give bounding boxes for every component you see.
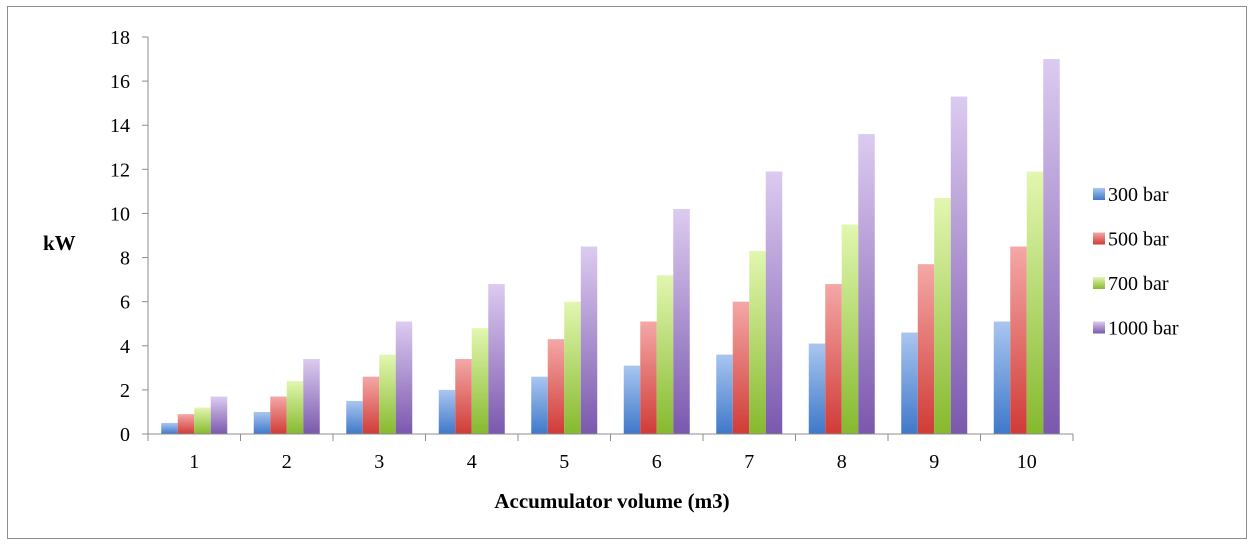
bar-300-bar-6 bbox=[623, 365, 641, 434]
y-tick-label: 4 bbox=[120, 336, 130, 358]
y-tick-label: 6 bbox=[120, 292, 130, 314]
bar-500-bar-1 bbox=[177, 414, 195, 434]
bar-300-bar-9 bbox=[901, 332, 918, 434]
bar-700-bar-3 bbox=[379, 354, 396, 434]
x-axis: 1 2 3 4 5 6 7 8 9 10 bbox=[147, 433, 1074, 473]
bar-700-bar-7 bbox=[749, 250, 766, 434]
bar-300-bar-8 bbox=[808, 343, 826, 434]
bar-700-bar-8 bbox=[841, 224, 859, 434]
bar-1000-bar-8 bbox=[858, 134, 875, 435]
x-tick-label: 8 bbox=[837, 451, 847, 473]
legend-swatch bbox=[1093, 232, 1105, 245]
y-tick-label: 0 bbox=[120, 424, 130, 446]
x-tick-label: 7 bbox=[744, 451, 754, 473]
bar-300-bar-10 bbox=[993, 321, 1011, 434]
legend-swatch bbox=[1093, 321, 1105, 334]
bar-1000-bar-2 bbox=[303, 359, 320, 434]
x-tick-label: 9 bbox=[929, 451, 939, 473]
bar-1000-bar-9 bbox=[950, 96, 968, 435]
y-tick-label: 8 bbox=[120, 248, 130, 270]
bar-1000-bar-5 bbox=[580, 246, 598, 434]
bar-1000-bar-6 bbox=[673, 209, 690, 434]
plot-area bbox=[161, 59, 1060, 435]
y-tick-label: 18 bbox=[110, 27, 130, 49]
bar-500-bar-3 bbox=[362, 376, 380, 434]
x-tick-label: 4 bbox=[467, 451, 477, 473]
bar-300-bar-1 bbox=[161, 422, 178, 434]
bar-300-bar-7 bbox=[716, 354, 733, 434]
bar-500-bar-6 bbox=[640, 321, 657, 434]
bar-300-bar-2 bbox=[253, 411, 271, 434]
y-tick-label: 14 bbox=[110, 115, 130, 137]
bar-500-bar-2 bbox=[270, 396, 287, 434]
x-tick-label: 1 bbox=[189, 451, 199, 473]
bar-1000-bar-3 bbox=[395, 321, 413, 434]
bar-700-bar-2 bbox=[286, 381, 304, 434]
x-tick-label: 3 bbox=[374, 451, 384, 473]
x-tick-label: 5 bbox=[559, 451, 569, 473]
bar-700-bar-4 bbox=[471, 328, 489, 434]
bar-500-bar-7 bbox=[732, 301, 750, 434]
legend: 300 bar 500 bar 700 bar 1000 bar bbox=[1093, 184, 1179, 340]
bar-300-bar-5 bbox=[531, 376, 548, 434]
bar-700-bar-1 bbox=[194, 407, 211, 434]
bar-300-bar-4 bbox=[438, 389, 456, 434]
y-axis: 0 2 4 6 8 10 12 14 16 18 bbox=[110, 27, 149, 446]
x-axis-title: Accumulator volume (m3) bbox=[494, 489, 729, 513]
x-tick-label: 10 bbox=[1017, 451, 1037, 473]
bar-700-bar-10 bbox=[1026, 171, 1044, 435]
bar-500-bar-9 bbox=[917, 264, 935, 434]
x-tick-label: 6 bbox=[652, 451, 662, 473]
bar-700-bar-9 bbox=[934, 198, 951, 434]
legend-label: 300 bar bbox=[1108, 184, 1169, 206]
y-tick-label: 16 bbox=[110, 71, 130, 93]
legend-label: 500 bar bbox=[1108, 229, 1169, 251]
y-tick-label: 12 bbox=[110, 159, 130, 181]
bar-1000-bar-7 bbox=[765, 171, 783, 435]
x-tick-label: 2 bbox=[282, 451, 292, 473]
bar-1000-bar-4 bbox=[488, 284, 505, 434]
y-axis-title: kW bbox=[43, 231, 76, 255]
bar-300-bar-3 bbox=[346, 400, 363, 434]
bar-500-bar-8 bbox=[825, 284, 842, 434]
legend-label: 700 bar bbox=[1108, 273, 1169, 295]
bar-1000-bar-1 bbox=[210, 396, 228, 434]
y-tick-label: 2 bbox=[120, 380, 130, 402]
legend-swatch bbox=[1093, 188, 1105, 200]
bar-500-bar-5 bbox=[547, 339, 565, 434]
bar-700-bar-5 bbox=[564, 301, 581, 434]
legend-swatch bbox=[1093, 277, 1105, 289]
bar-1000-bar-10 bbox=[1043, 59, 1060, 435]
y-tick-label: 10 bbox=[110, 203, 130, 225]
bar-500-bar-4 bbox=[455, 359, 472, 434]
legend-label: 1000 bar bbox=[1108, 318, 1179, 340]
bar-500-bar-10 bbox=[1010, 246, 1027, 434]
bar-700-bar-6 bbox=[656, 275, 674, 434]
